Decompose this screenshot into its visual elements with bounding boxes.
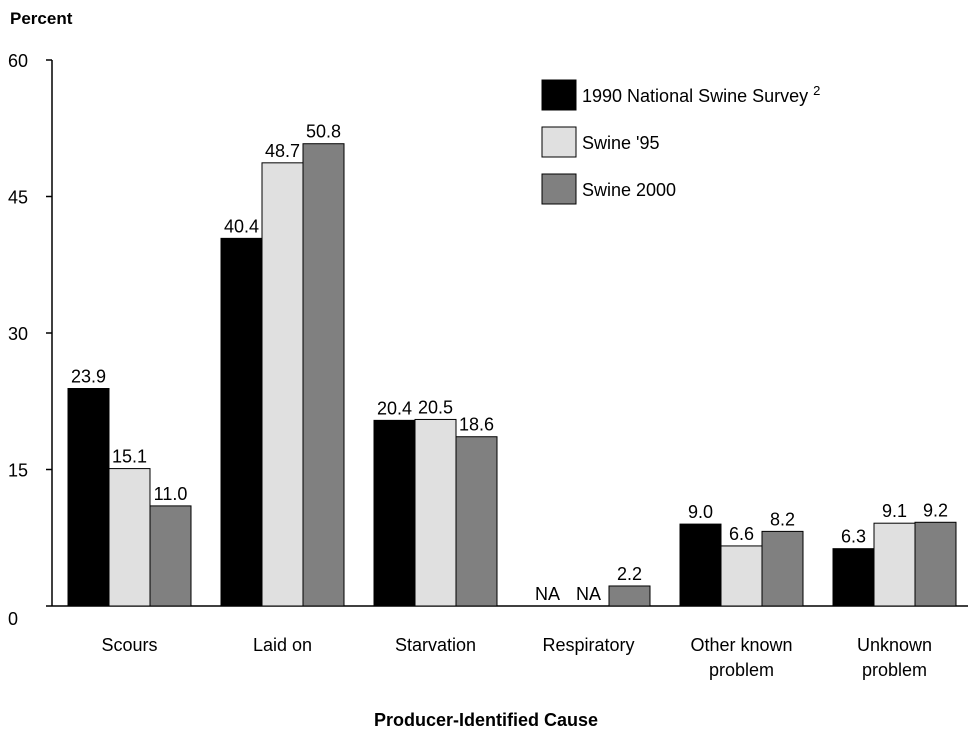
bar — [832, 548, 875, 607]
legend: 1990 National Swine Survey 2 Swine '95 Swin… — [541, 79, 820, 205]
category-label: Unknown problem — [857, 635, 932, 680]
bar — [873, 522, 916, 607]
category-label: Scours — [101, 635, 157, 655]
legend-label: 1990 National Swine Survey 2 — [582, 83, 820, 106]
bar — [302, 143, 345, 607]
category-label-line: Respiratory — [542, 635, 634, 655]
category-label: Starvation — [395, 635, 476, 655]
data-label: 20.5 — [418, 397, 453, 417]
category-label-line: problem — [862, 660, 927, 680]
x-axis-title: Producer-Identified Cause — [374, 710, 598, 730]
bar — [220, 237, 263, 607]
y-tick-label: 0 — [8, 609, 18, 629]
data-label: 2.2 — [617, 564, 642, 584]
legend-swatch — [541, 173, 577, 205]
y-axis-title: Percent — [10, 9, 73, 28]
bar — [108, 468, 151, 607]
data-label: 20.4 — [377, 398, 412, 418]
category-label: Laid on — [253, 635, 312, 655]
data-label: 6.6 — [729, 524, 754, 544]
legend-swatch — [541, 79, 577, 111]
bar — [608, 585, 651, 607]
bar — [67, 388, 110, 607]
bar — [761, 530, 804, 607]
category-label: Respiratory — [542, 635, 634, 655]
legend-swatch — [541, 126, 577, 158]
bar — [414, 418, 457, 607]
category-labels: Scours Laid on Starvation Respiratory Other … — [101, 635, 932, 680]
category-label-line: Scours — [101, 635, 157, 655]
data-label: 9.2 — [923, 500, 948, 520]
bar — [373, 419, 416, 607]
y-tick-label: 60 — [8, 51, 28, 71]
bars — [67, 143, 957, 607]
bar — [914, 521, 957, 607]
data-label: 18.6 — [459, 415, 494, 435]
data-label: 48.7 — [265, 141, 300, 161]
legend-label: Swine '95 — [582, 133, 659, 153]
data-label: 40.4 — [224, 216, 259, 236]
legend-label: Swine 2000 — [582, 180, 676, 200]
data-label: 11.0 — [154, 484, 188, 504]
data-label: 15.1 — [112, 447, 147, 467]
bar — [455, 436, 498, 607]
y-tick-label: 15 — [8, 461, 28, 481]
data-labels: 23.9 15.1 11.0 40.4 48.7 50.8 20.4 20.5 18.6 NA NA… — [71, 122, 948, 604]
category-label-line: Laid on — [253, 635, 312, 655]
data-label: 23.9 — [71, 367, 106, 387]
data-label-na: NA — [576, 584, 601, 604]
y-axis: 0 15 30 45 60 — [8, 51, 53, 629]
y-tick-label: 45 — [8, 188, 28, 208]
data-label: 50.8 — [306, 122, 341, 142]
data-label: 6.3 — [841, 527, 866, 547]
bar — [720, 545, 763, 607]
category-label-line: Unknown — [857, 635, 932, 655]
legend-footnote-mark: 2 — [813, 83, 820, 98]
bar — [149, 505, 192, 607]
bar — [679, 523, 722, 607]
category-label-line: Starvation — [395, 635, 476, 655]
data-label: 9.1 — [882, 501, 907, 521]
y-tick-label: 30 — [8, 324, 28, 344]
data-label: 8.2 — [770, 509, 795, 529]
data-label: 9.0 — [688, 502, 713, 522]
category-label: Other known problem — [690, 635, 792, 680]
bar — [261, 162, 304, 607]
data-label-na: NA — [535, 584, 560, 604]
category-label-line: problem — [709, 660, 774, 680]
category-label-line: Other known — [690, 635, 792, 655]
